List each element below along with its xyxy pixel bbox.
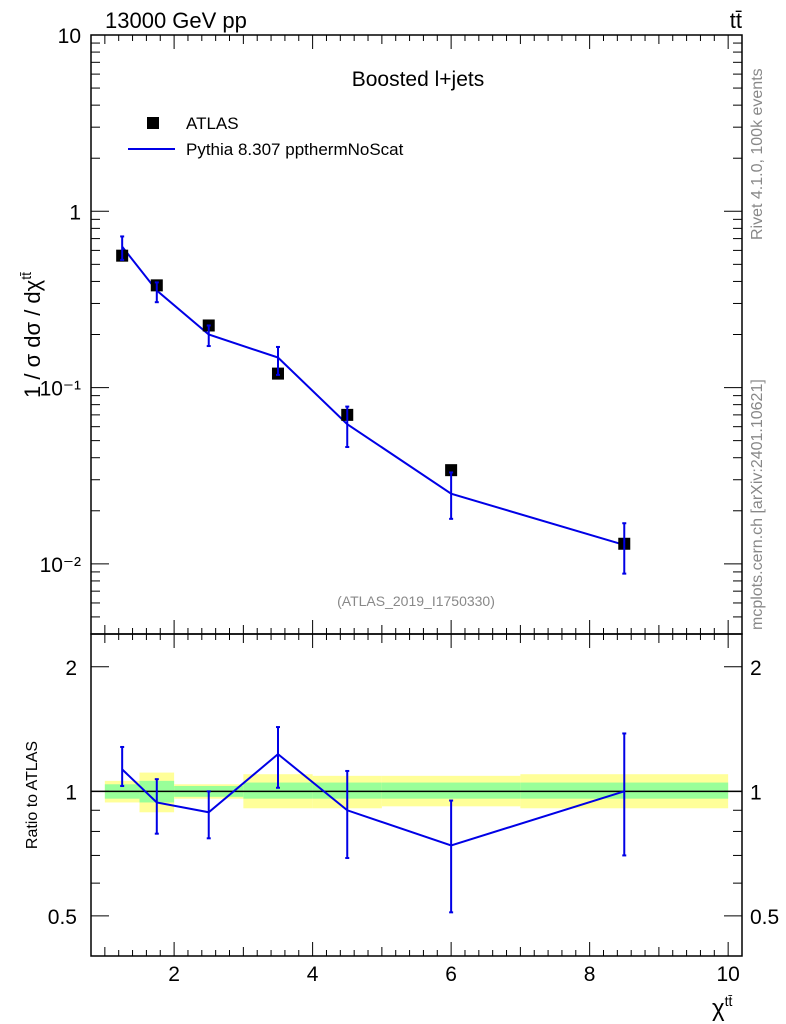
- legend-marker-atlas: [147, 117, 159, 129]
- main-axis-ticks: [91, 34, 742, 635]
- chart-title: Boosted l+jets: [352, 68, 485, 91]
- ratio-y-tick-label: 0.5: [48, 906, 77, 929]
- ratio-y-tick-label-right: 2: [750, 657, 762, 680]
- ratio-frame: [90, 633, 743, 957]
- main-y-tick-label: 10⁻²: [40, 554, 81, 577]
- ratio-y-tick-labels: 0.5 0.5 1 1 2 2: [48, 657, 779, 929]
- energy-label: 13000 GeV pp: [105, 8, 247, 33]
- x-tick-label: 8: [584, 963, 596, 986]
- process-label: tt̄: [730, 8, 742, 33]
- x-tick-label: 2: [168, 963, 180, 986]
- ratio-data-marks: [120, 726, 627, 914]
- legend-label-pythia: Pythia 8.307 ppthermNoScat: [186, 140, 404, 159]
- x-tick-label: 4: [307, 963, 319, 986]
- x-tick-label: 6: [445, 963, 457, 986]
- main-y-tick-label: 10: [58, 25, 81, 48]
- rivet-version-label: Rivet 4.1.0, 100k events: [749, 68, 766, 240]
- ratio-uncertainty-bands: [91, 772, 742, 813]
- main-y-axis-label: 1 / σ dσ / dχtt̄: [18, 272, 45, 398]
- ratio-panel: 0.5 0.5 1 1 2 2 2 4 6 8 10 Ratio to ATLAS χtt̄: [24, 633, 779, 1022]
- x-axis-label: χtt̄: [712, 993, 732, 1022]
- ratio-y-tick-label-right: 1: [750, 781, 762, 804]
- legend: ATLAS Pythia 8.307 ppthermNoScat: [128, 114, 404, 159]
- main-y-tick-label: 1: [69, 201, 81, 224]
- mcplots-label: mcplots.cern.ch [arXiv:2401.10621]: [749, 379, 766, 630]
- ratio-axis-ticks: [91, 634, 742, 957]
- legend-label-atlas: ATLAS: [186, 114, 239, 133]
- ratio-y-tick-label: 2: [65, 657, 77, 680]
- main-data-marks: [116, 235, 631, 575]
- x-tick-label: 10: [716, 963, 739, 986]
- ratio-y-tick-label: 1: [65, 781, 77, 804]
- ratio-y-axis-label: Ratio to ATLAS: [24, 741, 41, 849]
- pythia-line: [121, 246, 625, 546]
- ratio-y-tick-label-right: 0.5: [750, 906, 779, 929]
- main-y-tick-labels: 10 1 10⁻¹ 10⁻²: [40, 25, 81, 577]
- analysis-watermark: (ATLAS_2019_I1750330): [337, 593, 495, 609]
- x-tick-labels: 2 4 6 8 10: [168, 963, 740, 986]
- main-panel: 10 1 10⁻¹ 10⁻² 1 / σ dσ / dχtt̄ Boosted l+j…: [18, 25, 743, 635]
- atlas-data-point: [445, 464, 458, 477]
- main-y-tick-label: 10⁻¹: [40, 378, 81, 401]
